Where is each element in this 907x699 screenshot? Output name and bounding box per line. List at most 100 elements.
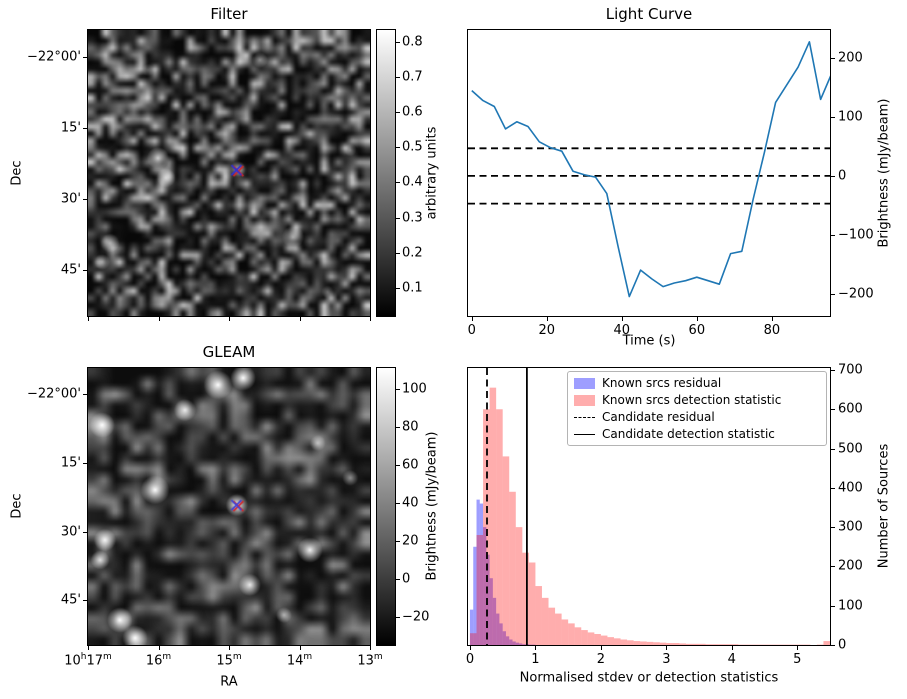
x-tick bbox=[666, 646, 668, 650]
y-tick bbox=[831, 293, 835, 295]
y-tick bbox=[831, 409, 835, 411]
x-tick bbox=[771, 317, 773, 321]
colorbar-tick-label: 0.1 bbox=[402, 280, 423, 296]
light-curve-panel bbox=[467, 29, 831, 317]
filter-colorbar bbox=[376, 29, 396, 317]
colorbar-tick bbox=[396, 616, 400, 618]
y-tick bbox=[831, 527, 835, 529]
legend-swatch-known-detection bbox=[574, 394, 595, 406]
gleam-sky-image bbox=[88, 368, 370, 645]
x-tick bbox=[88, 646, 89, 650]
count-tick-label: 200 bbox=[838, 558, 863, 574]
filter-sky-image bbox=[88, 30, 370, 316]
dec-tick-label: 15' bbox=[60, 120, 81, 136]
time-tick-label: 60 bbox=[688, 323, 706, 338]
brightness-tick-label: 100 bbox=[838, 109, 863, 125]
count-tick-label: 400 bbox=[838, 480, 863, 496]
ra-tick-label: 16m bbox=[145, 652, 172, 669]
colorbar-tick bbox=[396, 41, 400, 43]
histogram-plot bbox=[469, 368, 830, 645]
histogram-ylabel: Number of Sources bbox=[876, 443, 892, 569]
colorbar-tick bbox=[396, 147, 400, 149]
count-tick-label: 300 bbox=[838, 519, 863, 535]
dec-tick-label: 15' bbox=[60, 455, 81, 471]
x-tick bbox=[621, 317, 623, 321]
x-tick bbox=[158, 646, 160, 650]
ra-tick-label: 14m bbox=[286, 652, 313, 669]
colorbar-tick-label: 80 bbox=[402, 419, 419, 435]
gleam-xlabel: RA bbox=[220, 674, 238, 690]
filter-ylabel: Dec bbox=[9, 160, 25, 186]
colorbar-tick-label: 0.6 bbox=[402, 104, 423, 120]
dec-tick-label: 30' bbox=[60, 524, 81, 540]
x-tick bbox=[797, 646, 799, 650]
colorbar-tick-label: 0.2 bbox=[402, 245, 423, 261]
x-tick bbox=[546, 317, 548, 321]
x-tick bbox=[731, 646, 733, 650]
stdev-tick-label: 0 bbox=[465, 652, 475, 667]
colorbar-tick-label: 0.8 bbox=[402, 34, 423, 50]
dec-tick-label: −22°00' bbox=[26, 49, 81, 65]
gleam-colorbar bbox=[376, 367, 396, 646]
count-tick-label: 0 bbox=[838, 637, 847, 653]
x-tick bbox=[600, 646, 602, 650]
y-tick bbox=[831, 645, 835, 646]
dec-tick-label: 45' bbox=[60, 592, 81, 608]
y-tick bbox=[83, 600, 87, 602]
x-tick bbox=[696, 317, 698, 321]
light-curve-xlabel: Time (s) bbox=[622, 333, 676, 349]
legend: Known srcs residual Known srcs detection… bbox=[567, 371, 827, 446]
colorbar-tick bbox=[396, 540, 400, 542]
dec-tick-label: 45' bbox=[60, 262, 81, 278]
ra-tick-label: 10h17m bbox=[64, 652, 112, 669]
colorbar-tick bbox=[396, 217, 400, 219]
colorbar-tick bbox=[396, 287, 400, 289]
stdev-tick-label: 2 bbox=[596, 652, 606, 667]
histogram-xlabel: Normalised stdev or detection statistics bbox=[519, 670, 779, 686]
legend-swatch-known-residual bbox=[574, 377, 595, 389]
x-tick bbox=[88, 317, 89, 321]
dec-tick-label: −22°00' bbox=[26, 386, 81, 402]
y-tick bbox=[831, 369, 835, 371]
light-curve-plot bbox=[468, 41, 830, 298]
time-tick-label: 20 bbox=[538, 323, 556, 338]
time-tick-label: 0 bbox=[467, 323, 476, 338]
colorbar-tick-label: 60 bbox=[402, 457, 419, 473]
y-tick bbox=[83, 56, 87, 58]
count-tick-label: 700 bbox=[838, 362, 863, 378]
stdev-tick-label: 5 bbox=[793, 652, 802, 667]
filter-image-panel bbox=[87, 29, 371, 317]
x-tick bbox=[535, 646, 537, 650]
colorbar-tick-label: 20 bbox=[402, 533, 419, 549]
y-tick bbox=[83, 531, 87, 533]
colorbar-tick bbox=[396, 502, 400, 504]
colorbar-tick bbox=[396, 388, 400, 390]
legend-label: Candidate residual bbox=[602, 410, 715, 424]
histogram-panel: Known srcs residual Known srcs detection… bbox=[467, 367, 831, 646]
colorbar-tick-label: 0.3 bbox=[402, 210, 423, 226]
count-tick-label: 100 bbox=[838, 598, 863, 614]
x-tick bbox=[229, 646, 230, 650]
x-tick bbox=[471, 317, 473, 321]
light-curve-ylabel: Brightness (mJy/beam) bbox=[876, 98, 892, 248]
y-tick bbox=[831, 58, 835, 60]
gleam-title: GLEAM bbox=[202, 343, 256, 361]
colorbar-tick bbox=[396, 464, 400, 466]
x-tick bbox=[158, 317, 160, 321]
dec-tick-label: 30' bbox=[60, 191, 81, 207]
legend-label: Known srcs detection statistic bbox=[602, 393, 782, 407]
x-tick bbox=[370, 646, 371, 650]
brightness-tick-label: −200 bbox=[838, 286, 874, 302]
x-tick bbox=[299, 646, 301, 650]
count-tick-label: 600 bbox=[838, 401, 863, 417]
colorbar-tick bbox=[396, 252, 400, 254]
brightness-tick-label: −100 bbox=[838, 227, 874, 243]
time-tick-label: 40 bbox=[613, 323, 631, 338]
colorbar-tick bbox=[396, 426, 400, 428]
x-tick bbox=[469, 646, 471, 650]
y-tick bbox=[83, 394, 87, 396]
colorbar-tick bbox=[396, 112, 400, 114]
legend-dashed-line-sample bbox=[574, 416, 595, 418]
legend-solid-line-sample bbox=[574, 433, 595, 435]
